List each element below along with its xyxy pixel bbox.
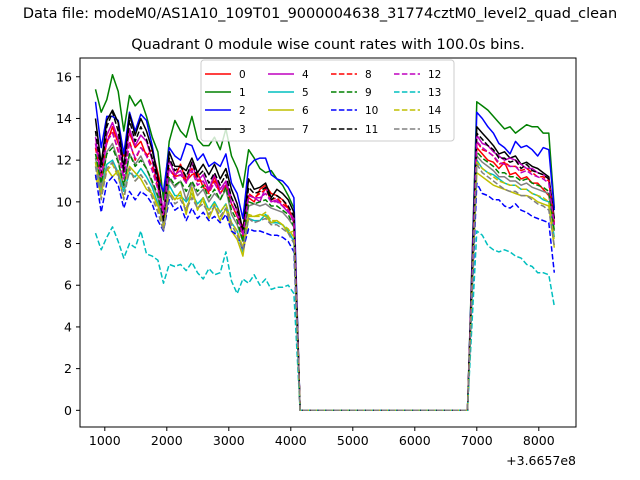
- legend-label-11: 11: [365, 124, 378, 136]
- series-line-9: [94, 146, 556, 412]
- legend-label-13: 13: [428, 87, 441, 99]
- legend-label-8: 8: [365, 69, 372, 81]
- y-tick-label: 4: [64, 319, 72, 334]
- legend-label-4: 4: [302, 69, 309, 81]
- y-axis: 0 2 4 6 8 10 12 14 16: [56, 69, 80, 418]
- y-tick-label: 8: [64, 236, 72, 251]
- axes-frame: [79, 57, 577, 428]
- x-tick-label: 1000: [89, 433, 121, 448]
- x-tick-label: 5000: [337, 433, 369, 448]
- legend-label-15: 15: [428, 124, 441, 136]
- series-line-10: [94, 174, 556, 412]
- y-tick-label: 0: [64, 403, 72, 418]
- legend-label-5: 5: [302, 87, 309, 99]
- x-axis: 1000 2000 3000 4000 5000 6000 7000 8000: [89, 427, 555, 448]
- figure-suptitle: Data file: modeM0/AS1A10_109T01_90000046…: [22, 6, 618, 22]
- y-tick-label: 14: [56, 111, 72, 126]
- series-layer: [94, 73, 556, 412]
- legend-label-6: 6: [302, 105, 309, 117]
- series-line-1: [94, 73, 556, 412]
- y-tick-label: 16: [56, 69, 72, 84]
- series-line-7: [94, 142, 556, 412]
- x-tick-label: 7000: [461, 433, 493, 448]
- y-tick-label: 2: [64, 361, 72, 376]
- x-offset-label: +3.6657e8: [506, 453, 576, 468]
- legend-label-14: 14: [428, 105, 442, 117]
- x-tick-label: 3000: [213, 433, 245, 448]
- y-tick-label: 12: [56, 153, 72, 168]
- series-line-15: [94, 161, 556, 412]
- x-tick-label: 4000: [275, 433, 307, 448]
- legend-label-2: 2: [239, 105, 246, 117]
- legend-label-1: 1: [239, 87, 246, 99]
- legend-label-7: 7: [302, 124, 309, 136]
- legend-label-9: 9: [365, 87, 372, 99]
- chart-title: Quadrant 0 module wise count rates with …: [131, 37, 525, 53]
- x-tick-label: 8000: [523, 433, 555, 448]
- legend-label-10: 10: [365, 105, 378, 117]
- x-tick-label: 6000: [399, 433, 431, 448]
- legend-frame: [200, 59, 455, 142]
- legend-label-12: 12: [428, 69, 441, 81]
- legend-label-3: 3: [239, 124, 246, 136]
- series-line-13: [94, 226, 556, 412]
- legend-label-0: 0: [239, 69, 246, 81]
- series-line-2: [94, 101, 556, 412]
- series-line-11: [94, 111, 556, 412]
- x-tick-label: 2000: [151, 433, 183, 448]
- y-tick-label: 10: [56, 194, 72, 209]
- y-tick-label: 6: [64, 278, 72, 293]
